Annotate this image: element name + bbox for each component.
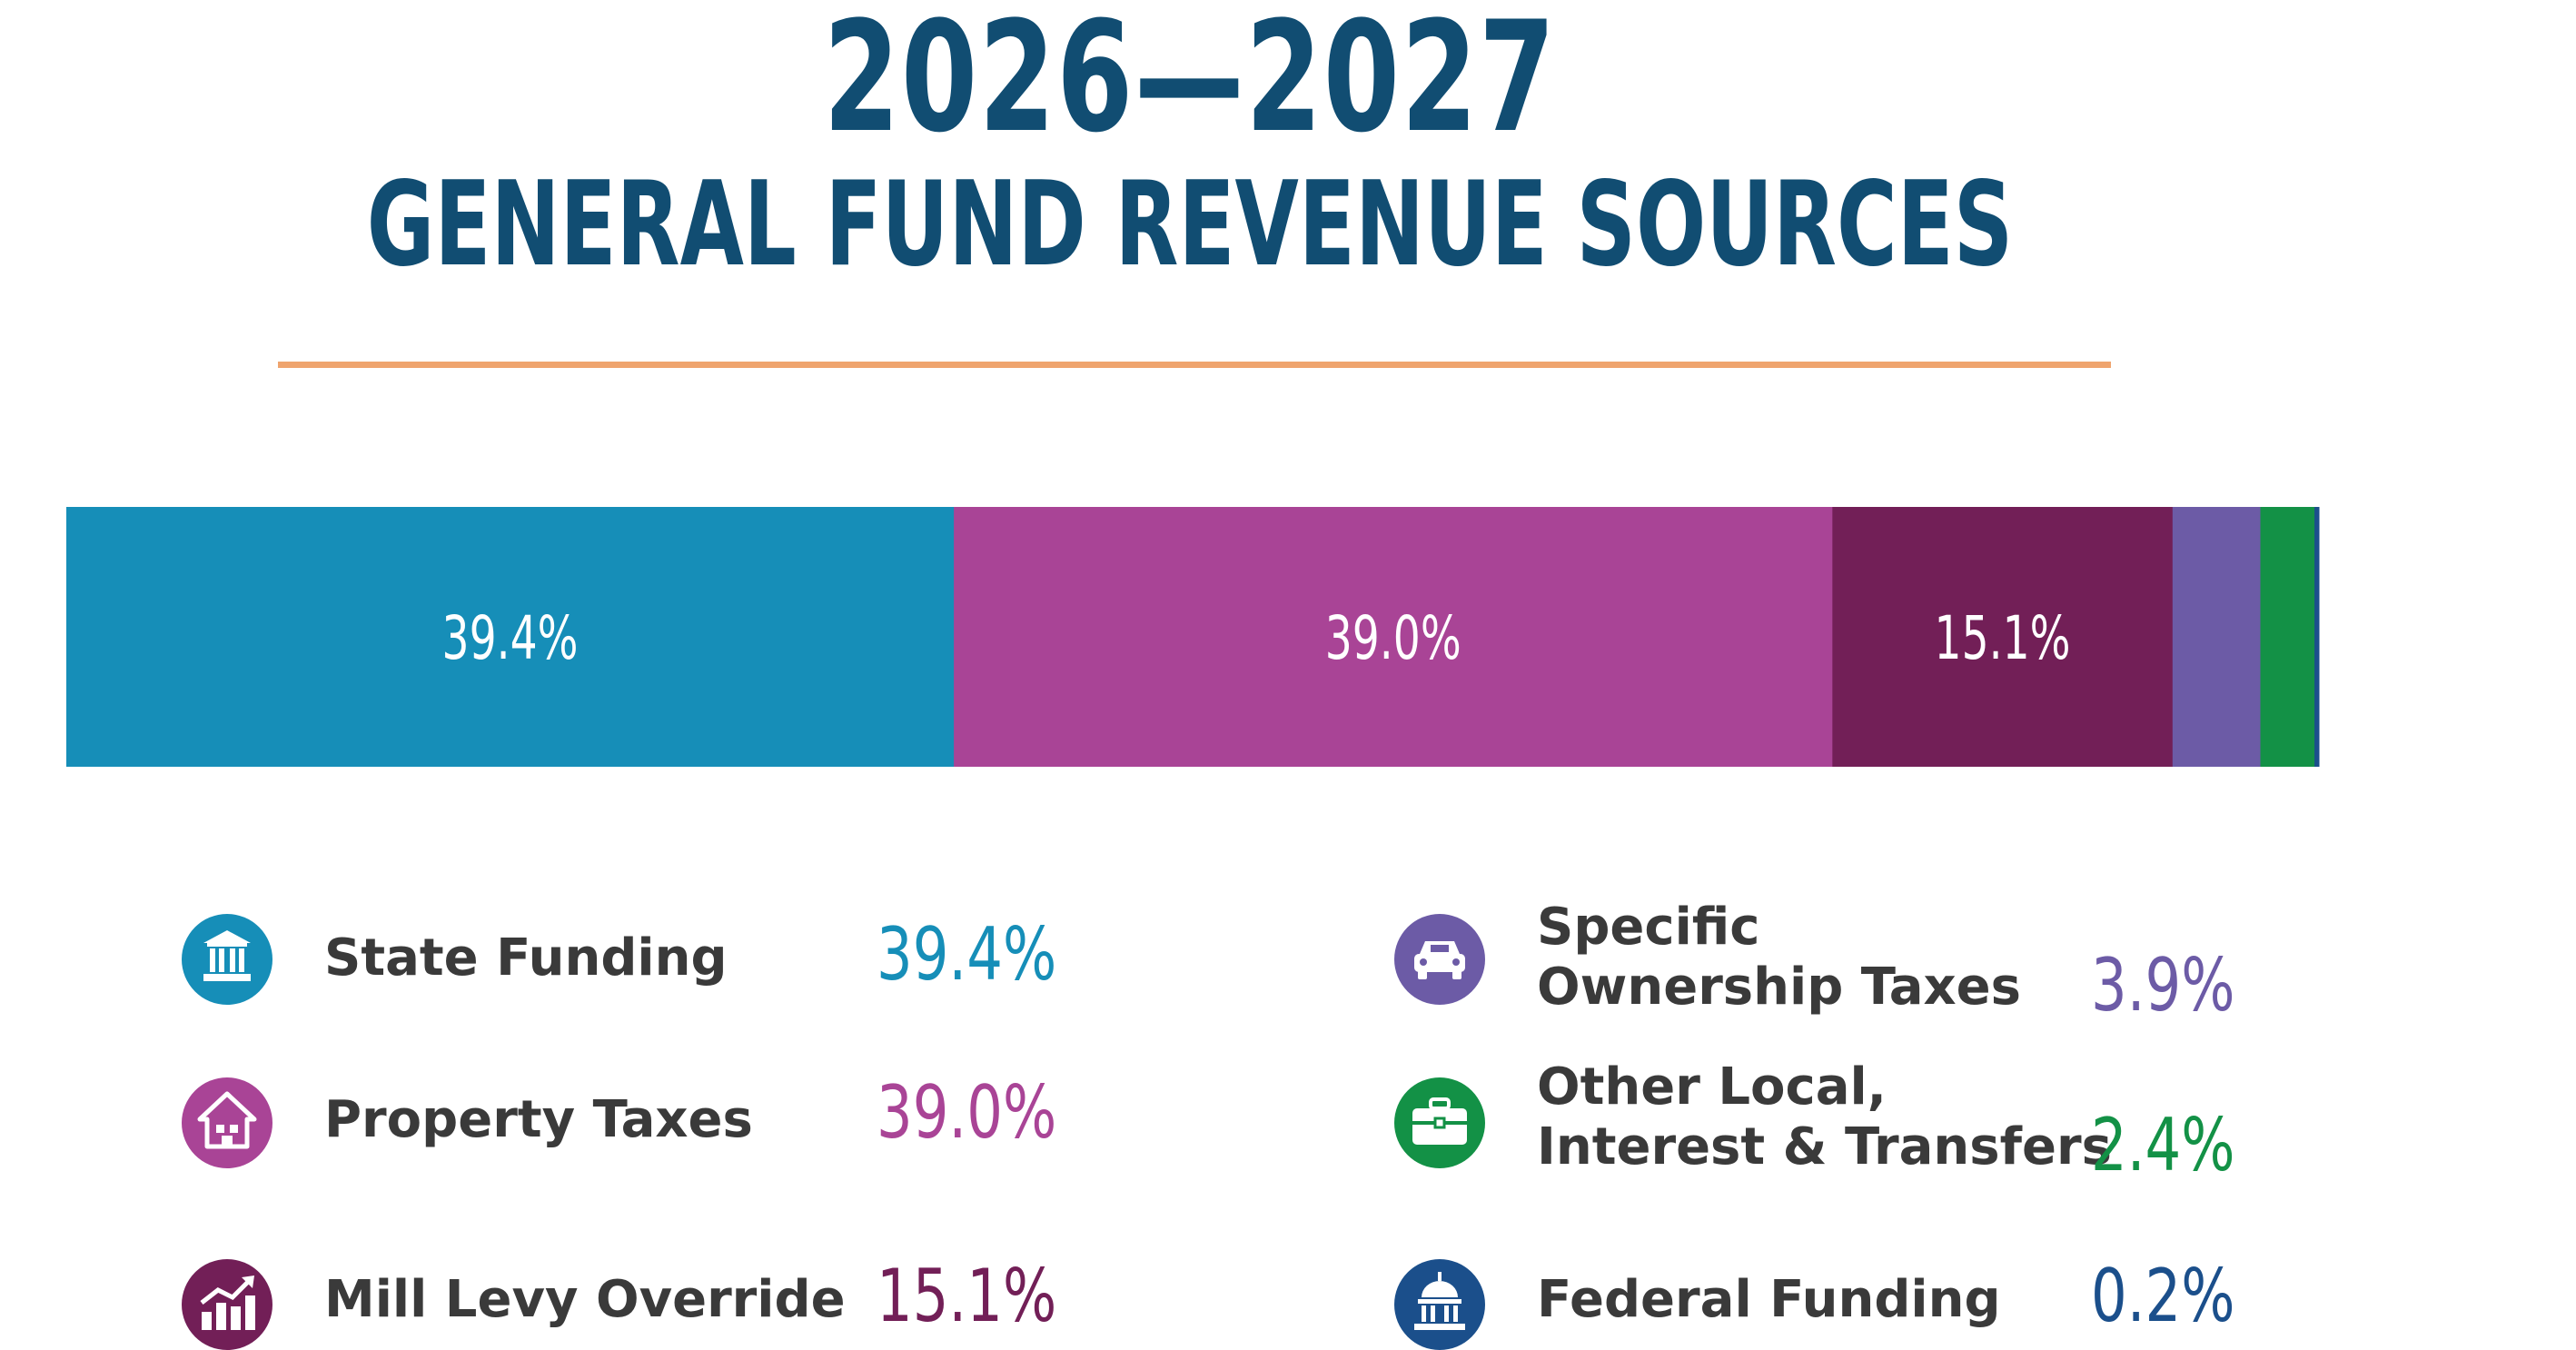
legend-label: Mill Levy Override — [324, 1270, 846, 1330]
bank-columns-icon — [182, 914, 272, 1005]
bar-data-label: 15.1% — [1935, 603, 2071, 673]
legend-label: Other Local, Interest & Transfers — [1537, 1057, 2112, 1177]
legend-label-line: Property Taxes — [324, 1090, 753, 1149]
legend-label: Property Taxes — [324, 1090, 753, 1150]
legend-label: State Funding — [324, 928, 728, 988]
legend-label-line: Interest & Transfers — [1537, 1117, 2112, 1176]
chart-title: 2026—2027 — [823, 0, 1557, 166]
bar-segment — [1832, 507, 2174, 767]
legend-label-line: Specific — [1537, 898, 1760, 957]
bar-segment — [2172, 507, 2262, 767]
legend-label-line: Mill Levy Override — [324, 1270, 846, 1329]
legend-label-line: Other Local, — [1537, 1057, 1887, 1117]
legend-label: Federal Funding — [1537, 1270, 2001, 1330]
bar-segment — [66, 507, 955, 767]
legend-label-line: Ownership Taxes — [1537, 958, 2021, 1017]
bar-segment — [2260, 507, 2315, 767]
legend-value: 39.0% — [877, 1070, 1057, 1155]
legend-value: 3.9% — [2091, 943, 2235, 1027]
legend-label-line: State Funding — [324, 928, 728, 988]
car-icon — [1394, 914, 1485, 1005]
briefcase-icon — [1394, 1077, 1485, 1168]
legend-value: 15.1% — [877, 1254, 1057, 1338]
legend-value: 0.2% — [2091, 1254, 2235, 1338]
legend-value: 2.4% — [2091, 1103, 2235, 1187]
bar-segment — [2314, 507, 2320, 767]
growth-chart-icon — [182, 1259, 272, 1350]
house-icon — [182, 1077, 272, 1168]
chart-subtitle: GENERAL FUND REVENUE SOURCES — [366, 157, 2014, 293]
legend-value: 39.4% — [877, 912, 1057, 997]
bar-data-label: 39.0% — [1325, 603, 1461, 673]
bar-segment — [954, 507, 1833, 767]
title-divider — [278, 362, 2111, 368]
legend-label: Specific Ownership Taxes — [1537, 898, 2021, 1017]
legend-label-line: Federal Funding — [1537, 1270, 2001, 1329]
bar-data-label: 39.4% — [442, 603, 579, 673]
capitol-dome-icon — [1394, 1259, 1485, 1350]
